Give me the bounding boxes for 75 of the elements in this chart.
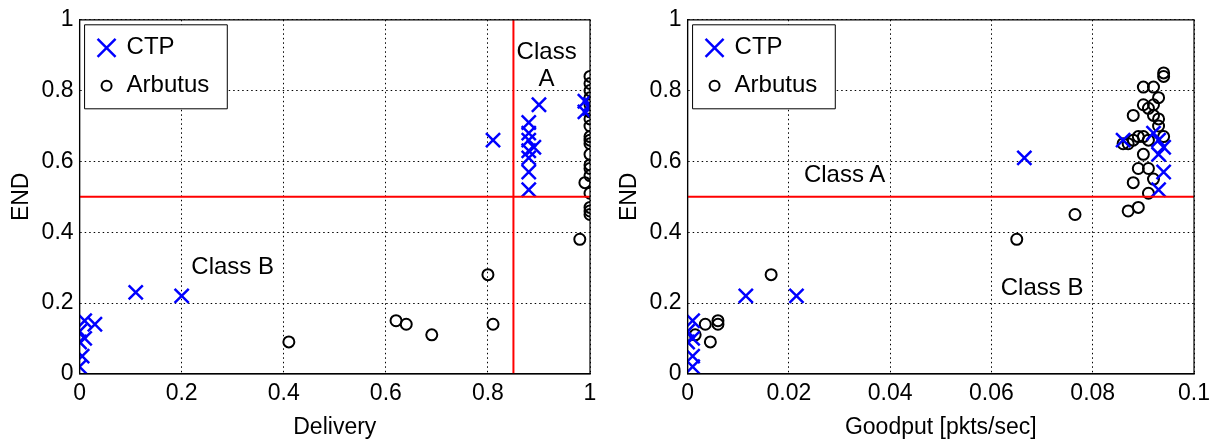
point — [698, 317, 712, 331]
x-tick-label: 1 — [583, 378, 597, 405]
x-tick-label: 0.1 — [1178, 378, 1211, 405]
point — [1131, 200, 1145, 214]
legend-label: CTP — [734, 32, 783, 60]
legend-label: Arbutus — [126, 70, 210, 98]
point — [1010, 232, 1024, 246]
point — [173, 287, 190, 305]
point — [127, 284, 145, 301]
annotation: Class A — [803, 160, 886, 188]
point — [1155, 163, 1172, 181]
point — [1141, 133, 1155, 147]
point — [1068, 208, 1082, 221]
point — [1147, 98, 1160, 112]
y-tick-label: 0 — [60, 359, 74, 386]
x-tick-label: 0.4 — [267, 378, 300, 405]
annotation: Class A — [516, 36, 577, 91]
y-tick-label: 0.8 — [649, 75, 682, 102]
point — [1152, 91, 1166, 105]
point — [764, 268, 778, 282]
point — [1145, 124, 1162, 142]
point — [1147, 172, 1160, 186]
y-tick-label: 0 — [668, 359, 682, 386]
x-tick-label: 0.02 — [766, 378, 812, 405]
x-axis-title: Goodput [pkts/sec] — [844, 412, 1037, 439]
point — [1126, 108, 1140, 122]
point — [1150, 181, 1167, 199]
y-tick-label: 0.6 — [649, 146, 682, 173]
point — [1126, 133, 1140, 147]
point — [1141, 101, 1155, 115]
point — [1131, 161, 1145, 175]
point — [1141, 186, 1155, 200]
x-tick-label: 0.08 — [1070, 378, 1116, 405]
point — [1157, 130, 1171, 144]
point — [1147, 80, 1160, 94]
y-tick-label: 0.8 — [41, 75, 74, 102]
y-tick-label: 1 — [668, 5, 682, 32]
x-tick-label: 0.04 — [867, 378, 913, 405]
point — [1131, 130, 1145, 144]
point — [1155, 138, 1172, 156]
x-tick-label: 0.06 — [969, 378, 1014, 405]
point — [703, 335, 717, 349]
x-tick-label: 0.8 — [471, 378, 504, 405]
x-tick-label: 0.2 — [165, 378, 198, 405]
y-tick-label: 0.6 — [41, 146, 74, 173]
point — [737, 287, 755, 305]
legend-label: CTP — [126, 32, 175, 60]
point — [1136, 98, 1150, 112]
y-tick-label: 0.2 — [649, 288, 682, 315]
y-tick-label: 0.4 — [41, 217, 74, 244]
point — [1114, 131, 1132, 149]
annotation: Class B — [191, 252, 275, 280]
point — [1147, 108, 1160, 122]
y-tick-label: 1 — [60, 5, 74, 32]
y-axis-title: END — [7, 172, 34, 222]
x-axis-title: Delivery — [293, 412, 377, 439]
x-tick-label: 0.6 — [369, 378, 402, 405]
point — [1121, 137, 1135, 151]
y-tick-label: 0.4 — [649, 217, 682, 244]
point — [1116, 137, 1130, 151]
annotation: Class B — [1000, 273, 1084, 301]
y-axis-title: END — [615, 172, 642, 222]
point — [688, 328, 702, 342]
y-tick-label: 0.2 — [41, 288, 74, 315]
point — [1152, 119, 1166, 133]
point — [1136, 147, 1150, 161]
point — [788, 287, 805, 305]
point — [1141, 161, 1155, 175]
point — [1126, 176, 1140, 190]
point — [1016, 149, 1033, 167]
point — [1152, 112, 1166, 126]
legend-label: Arbutus — [734, 70, 818, 98]
point — [1136, 130, 1150, 144]
point — [1136, 80, 1150, 94]
point — [1121, 204, 1135, 218]
